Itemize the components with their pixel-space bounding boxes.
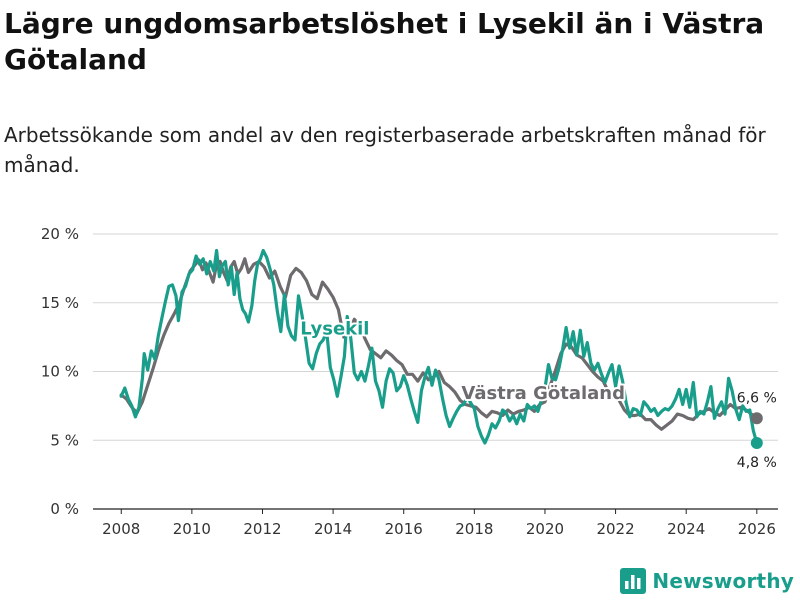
y-tick-label: 0 % — [50, 500, 79, 518]
label-layer: 6,6 % 4,8 % Lysekil Västra Götaland — [298, 316, 777, 471]
x-tick-label: 2010 — [173, 520, 211, 538]
x-tick-label: 2012 — [243, 520, 281, 538]
newsworthy-logo: Newsworthy — [620, 568, 794, 594]
x-tick-label: 2008 — [102, 520, 140, 538]
x-tick-label: 2022 — [596, 520, 634, 538]
grid-layer — [93, 233, 778, 510]
y-tick-label: 15 % — [41, 294, 79, 312]
brand-name: Newsworthy — [652, 569, 794, 593]
axis-layer: 0 % 5 % 10 % 15 % 20 % 2008 2010 2012 2014 2016 20… — [41, 225, 776, 538]
x-tick-label: 2024 — [667, 520, 705, 538]
series-label-vastra-gotaland: Västra Götaland — [461, 383, 625, 404]
chart-title: Lägre ungdomsarbetslöshet i Lysekil än i… — [4, 7, 765, 76]
x-tick-label: 2018 — [455, 520, 493, 538]
chart-subtitle: Arbetssökande som andel av den registerb… — [4, 123, 766, 177]
end-value-label-vastra-gotaland: 6,6 % — [737, 390, 777, 406]
y-tick-label: 20 % — [41, 225, 79, 243]
x-tick-label: 2014 — [314, 520, 352, 538]
series-layer — [119, 248, 763, 449]
end-marker-vastra-gotaland — [750, 412, 763, 425]
bar-chart-icon — [620, 568, 647, 594]
series-line-lysekil — [119, 248, 759, 445]
x-tick-label: 2016 — [385, 520, 423, 538]
series-label-lysekil: Lysekil — [300, 318, 369, 339]
series-line-v-stra-g-taland — [119, 257, 759, 431]
end-value-label-lysekil: 4,8 % — [737, 455, 777, 471]
x-tick-label: 2026 — [738, 520, 776, 538]
x-tick-label: 2020 — [526, 520, 564, 538]
y-tick-label: 10 % — [41, 363, 79, 381]
end-marker-lysekil — [750, 437, 763, 449]
y-tick-label: 5 % — [50, 431, 79, 449]
